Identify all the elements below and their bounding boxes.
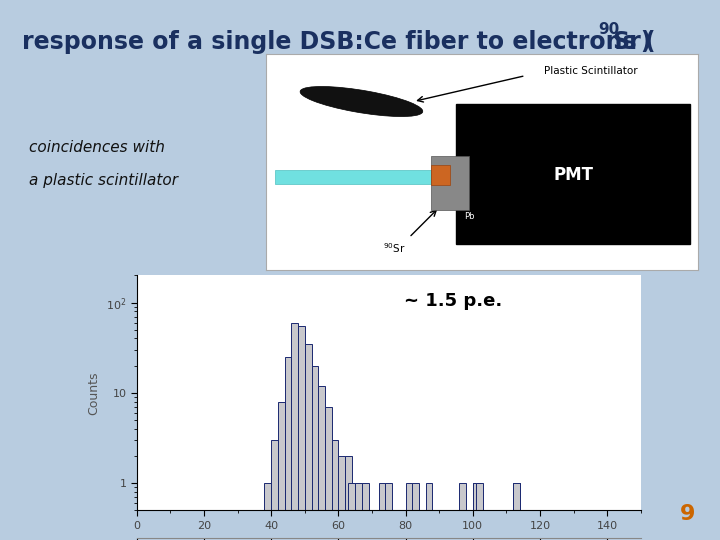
Text: coincidences with: coincidences with — [29, 140, 165, 156]
Bar — [513, 483, 520, 540]
Bar — [456, 104, 690, 244]
Bar — [513, 483, 520, 540]
Text: Plastic Scintillator: Plastic Scintillator — [544, 66, 637, 76]
Bar — [362, 483, 369, 540]
Text: $^{90}$Sr: $^{90}$Sr — [382, 241, 405, 255]
Bar — [338, 456, 345, 540]
Text: Sr): Sr) — [612, 30, 652, 53]
Bar — [292, 322, 298, 540]
Text: 9: 9 — [680, 504, 695, 524]
Bar — [264, 483, 271, 540]
Bar — [305, 344, 312, 540]
Text: response of a single DSB:Ce fiber to electrons (: response of a single DSB:Ce fiber to ele… — [22, 30, 655, 53]
Bar — [298, 326, 305, 540]
Bar — [385, 483, 392, 540]
Text: a plastic scintillator: a plastic scintillator — [29, 173, 178, 188]
Bar — [352, 483, 359, 540]
Bar — [476, 483, 483, 540]
Bar — [312, 366, 318, 540]
Text: ~ 1.5 p.e.: ~ 1.5 p.e. — [404, 292, 502, 310]
Bar — [345, 456, 352, 540]
Bar — [278, 402, 284, 540]
Y-axis label: Counts: Counts — [87, 371, 100, 415]
Bar — [413, 483, 419, 540]
Bar — [355, 483, 362, 540]
Bar — [284, 357, 292, 540]
Text: Pb: Pb — [445, 212, 455, 221]
Bar — [405, 483, 413, 540]
Bar — [379, 483, 385, 540]
Bar — [473, 483, 480, 540]
Bar — [332, 440, 338, 540]
Text: Pb: Pb — [464, 212, 474, 221]
Ellipse shape — [300, 86, 423, 117]
Bar — [431, 165, 450, 185]
Bar — [459, 483, 466, 540]
Text: 90: 90 — [598, 22, 620, 37]
Bar — [271, 440, 278, 540]
Bar — [318, 386, 325, 540]
Bar — [275, 170, 556, 184]
Bar — [426, 483, 433, 540]
Bar — [431, 156, 469, 210]
Text: PMT: PMT — [553, 166, 593, 184]
Bar — [473, 483, 480, 540]
Bar — [359, 483, 365, 540]
Bar — [325, 407, 332, 540]
Bar — [348, 483, 355, 540]
